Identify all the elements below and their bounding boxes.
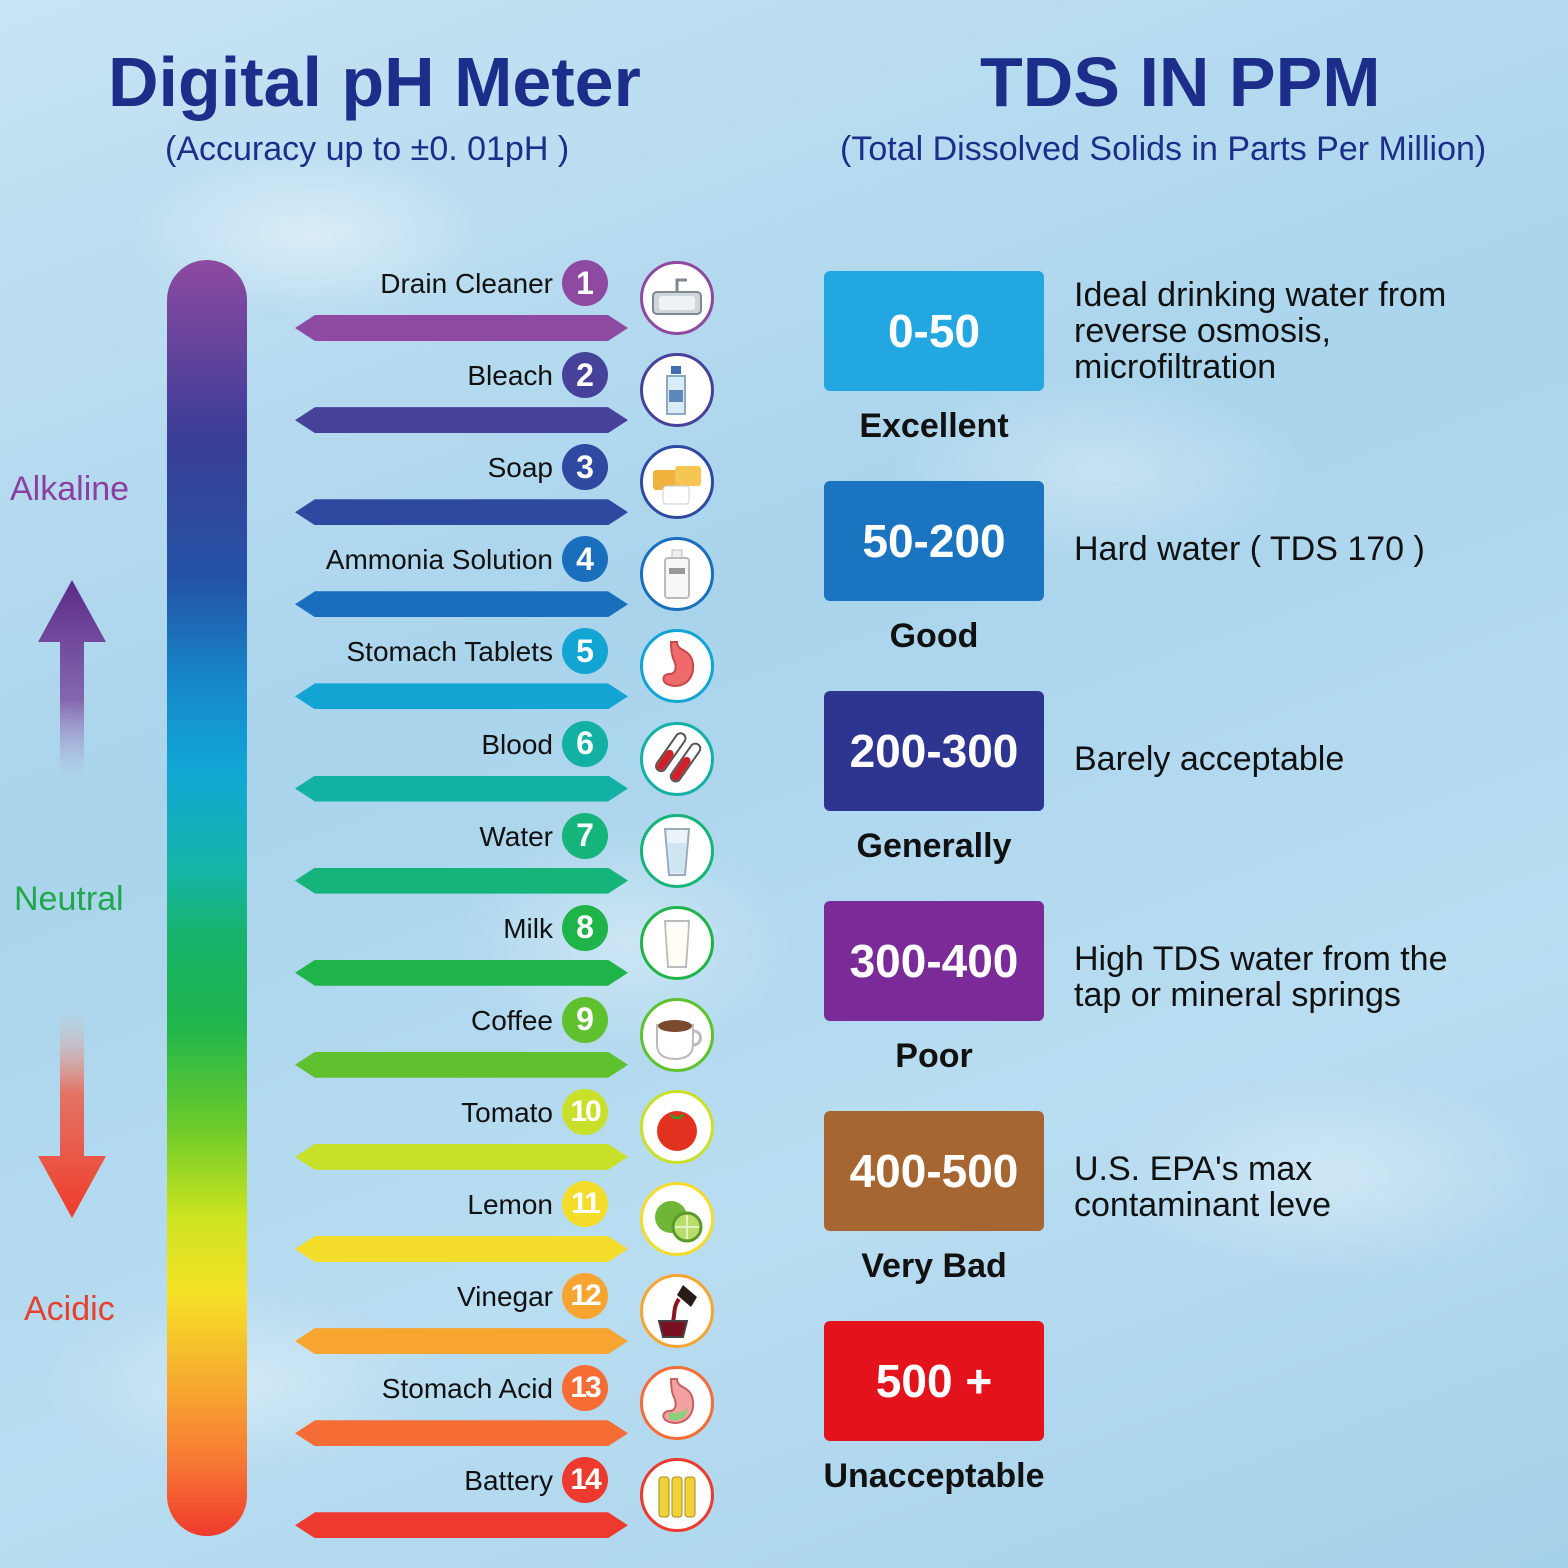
ph-item-label: Milk: [503, 912, 553, 944]
ph-color-strip: [295, 959, 628, 986]
tomato-icon: [640, 1089, 714, 1164]
ph-color-strip: [295, 1328, 628, 1355]
ph-item-label: Lemon: [467, 1189, 553, 1220]
arrow-up-icon: [38, 580, 106, 780]
ph-color-strip: [295, 1143, 628, 1170]
ph-item-label: Battery: [464, 1465, 553, 1497]
milk-glass-icon: [640, 905, 714, 980]
tds-description: High TDS water from the tap or mineral s…: [1074, 940, 1448, 1014]
ph-subtitle: (Accuracy up to ±0. 01pH ): [165, 130, 570, 168]
ph-value-badge: 8: [562, 904, 608, 951]
tds-description: Barely acceptable: [1074, 740, 1345, 778]
tds-rating-label: Good: [889, 617, 979, 655]
tds-rating-label: Generally: [856, 827, 1012, 865]
blood-tubes-icon: [640, 721, 714, 796]
ph-color-strip: [295, 683, 628, 710]
tds-range-box: 500 +: [824, 1321, 1044, 1441]
tds-rating-label: Very Bad: [861, 1247, 1007, 1285]
ph-value-badge: 5: [562, 628, 608, 675]
neutral-label: Neutral: [14, 880, 124, 918]
ph-value-badge: 4: [562, 536, 608, 583]
tds-rating-label: Poor: [895, 1037, 973, 1075]
ammonia-bottle-icon: [640, 537, 714, 612]
tds-range-box: 400-500: [824, 1111, 1044, 1231]
tds-description: Hard water ( TDS 170 ): [1074, 530, 1425, 568]
battery-icon: [640, 1458, 714, 1533]
ph-value-badge: 13: [562, 1365, 608, 1412]
ph-color-strip: [295, 867, 628, 894]
ph-color-strip: [295, 499, 628, 526]
ph-value-badge: 1: [562, 260, 608, 306]
tds-range-box: 50-200: [824, 481, 1044, 601]
alkaline-label: Alkaline: [10, 470, 130, 508]
ph-value-badge: 3: [562, 444, 608, 491]
ph-item-label: Drain Cleaner: [380, 268, 553, 299]
ph-color-strip: [295, 1051, 628, 1078]
ph-item-label: Bleach: [467, 360, 553, 392]
ph-item-label: Stomach Tablets: [346, 636, 554, 668]
stomach-icon: [640, 629, 714, 704]
ph-item-label: Water: [479, 820, 553, 852]
tds-title: TDS IN PPM: [980, 43, 1381, 121]
arrow-down-icon: [38, 1010, 106, 1218]
sink-icon: [640, 261, 714, 335]
acidic-label: Acidic: [24, 1290, 115, 1328]
ph-color-strip: [295, 1512, 628, 1539]
ph-color-strip: [295, 591, 628, 618]
water-glass-icon: [640, 813, 714, 888]
ph-color-strip: [295, 775, 628, 802]
ph-value-badge: 9: [562, 996, 608, 1043]
ph-scale-bar: [167, 260, 247, 1536]
ph-value-badge: 11: [562, 1181, 608, 1227]
ph-color-strip: [295, 1420, 628, 1447]
tds-range-box: 0-50: [824, 271, 1044, 391]
tds-range-box: 200-300: [824, 691, 1044, 811]
stomach-acid-icon: [640, 1366, 714, 1441]
ph-value-badge: 12: [562, 1273, 608, 1320]
ph-item-label: Soap: [487, 452, 553, 484]
ph-value-badge: 7: [562, 812, 608, 859]
ph-color-strip: [295, 1236, 628, 1262]
tds-description: U.S. EPA's max contaminant leve: [1074, 1150, 1332, 1224]
tds-subtitle: (Total Dissolved Solids in Parts Per Mil…: [840, 130, 1487, 168]
ph-color-strip: [295, 407, 628, 434]
vinegar-icon: [640, 1274, 714, 1349]
tds-rating-label: Excellent: [859, 407, 1009, 445]
tds-description: Ideal drinking water from reverse osmosi…: [1074, 276, 1447, 386]
ph-value-badge: 10: [562, 1088, 608, 1135]
ph-color-strip: [295, 315, 628, 341]
ph-title: Digital pH Meter: [108, 43, 641, 121]
ph-value-badge: 2: [562, 352, 608, 399]
ph-item-label: Tomato: [461, 1096, 553, 1128]
ph-item-label: Coffee: [471, 1004, 553, 1036]
bleach-bottle-icon: [640, 353, 714, 428]
ph-value-badge: 14: [562, 1457, 608, 1504]
ph-item-label: Vinegar: [456, 1281, 553, 1313]
coffee-cup-icon: [640, 997, 714, 1072]
ph-value-badge: 6: [562, 720, 608, 767]
ph-item-label: Stomach Acid: [381, 1373, 553, 1405]
tds-rating-label: Unacceptable: [823, 1457, 1045, 1495]
ph-item-label: Blood: [481, 728, 553, 760]
soap-icon: [640, 445, 714, 520]
ph-item-label: Ammonia Solution: [325, 544, 553, 576]
tds-range-box: 300-400: [824, 901, 1044, 1021]
lime-icon: [640, 1182, 714, 1256]
